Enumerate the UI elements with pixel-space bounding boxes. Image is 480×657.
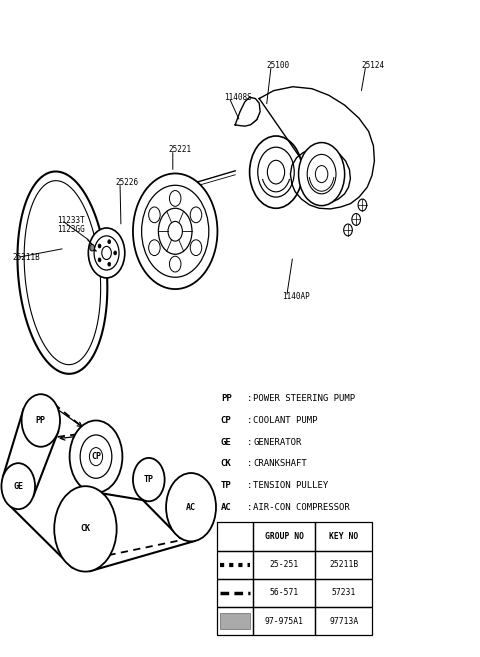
Circle shape — [90, 244, 95, 251]
Bar — [315, 607, 372, 635]
Bar — [220, 614, 250, 629]
Circle shape — [315, 166, 328, 183]
Text: GROUP NO: GROUP NO — [264, 532, 304, 541]
Circle shape — [258, 147, 294, 197]
Circle shape — [142, 185, 209, 277]
Text: 25226: 25226 — [115, 178, 138, 187]
Text: PP: PP — [221, 394, 231, 403]
Text: AC: AC — [221, 503, 231, 512]
Bar — [315, 522, 372, 551]
Text: KEY NO: KEY NO — [329, 532, 358, 541]
Text: 25124: 25124 — [361, 61, 384, 70]
Text: PP: PP — [36, 416, 46, 425]
Circle shape — [358, 199, 367, 211]
Circle shape — [133, 458, 165, 501]
Circle shape — [133, 173, 217, 289]
Bar — [253, 607, 315, 635]
Text: TP: TP — [144, 475, 154, 484]
Text: CP: CP — [221, 416, 231, 425]
Circle shape — [89, 447, 103, 466]
Text: CK: CK — [81, 524, 90, 533]
Text: :: : — [247, 481, 252, 490]
Bar — [217, 579, 253, 607]
Text: 97713A: 97713A — [329, 617, 358, 625]
Text: 25211B: 25211B — [329, 560, 358, 569]
Circle shape — [169, 191, 181, 206]
Circle shape — [149, 207, 160, 223]
Text: GE: GE — [13, 482, 23, 491]
Circle shape — [114, 251, 117, 255]
Circle shape — [102, 246, 111, 260]
Text: GENERATOR: GENERATOR — [253, 438, 302, 447]
Polygon shape — [259, 87, 374, 209]
Text: POWER STEERING PUMP: POWER STEERING PUMP — [253, 394, 356, 403]
Circle shape — [158, 208, 192, 254]
Circle shape — [352, 214, 360, 225]
Circle shape — [94, 236, 119, 270]
Circle shape — [22, 394, 60, 447]
Circle shape — [190, 240, 202, 256]
Text: 25221: 25221 — [168, 145, 191, 154]
Circle shape — [250, 136, 302, 208]
Text: 25211B: 25211B — [12, 253, 40, 262]
Circle shape — [1, 463, 35, 509]
Bar — [253, 522, 315, 551]
Text: 11233T: 11233T — [57, 215, 84, 225]
Text: :: : — [247, 503, 252, 512]
Text: 25-251: 25-251 — [270, 560, 299, 569]
Text: 1140AP: 1140AP — [282, 292, 310, 302]
Text: :: : — [247, 459, 252, 468]
Text: 11408S: 11408S — [224, 93, 252, 102]
Circle shape — [70, 420, 122, 493]
Circle shape — [190, 207, 202, 223]
Bar — [217, 607, 253, 635]
Text: TP: TP — [221, 481, 231, 490]
Circle shape — [344, 224, 352, 236]
Text: AIR-CON COMPRESSOR: AIR-CON COMPRESSOR — [253, 503, 350, 512]
Polygon shape — [240, 100, 259, 124]
Circle shape — [88, 228, 125, 278]
Bar — [315, 579, 372, 607]
Text: COOLANT PUMP: COOLANT PUMP — [253, 416, 318, 425]
Text: :: : — [247, 416, 252, 425]
Circle shape — [267, 160, 285, 184]
Circle shape — [54, 486, 117, 572]
Polygon shape — [235, 97, 260, 126]
Circle shape — [299, 143, 345, 206]
Bar — [217, 522, 253, 551]
Text: 56-571: 56-571 — [270, 589, 299, 597]
Text: AC: AC — [186, 503, 196, 512]
Circle shape — [166, 473, 216, 541]
Text: TENSION PULLEY: TENSION PULLEY — [253, 481, 329, 490]
Text: 1123GG: 1123GG — [57, 225, 84, 235]
Bar — [315, 551, 372, 579]
Text: CK: CK — [221, 459, 231, 468]
Circle shape — [98, 244, 101, 248]
Text: 97-975A1: 97-975A1 — [264, 617, 304, 625]
Circle shape — [108, 240, 111, 244]
Text: :: : — [247, 394, 252, 403]
Text: :: : — [247, 438, 252, 447]
Bar — [253, 579, 315, 607]
Circle shape — [98, 258, 101, 262]
Text: CRANKSHAFT: CRANKSHAFT — [253, 459, 307, 468]
Circle shape — [168, 221, 182, 241]
Text: CP: CP — [91, 452, 101, 461]
Text: 57231: 57231 — [332, 589, 356, 597]
Circle shape — [80, 435, 112, 478]
Text: 25100: 25100 — [266, 61, 289, 70]
Circle shape — [149, 240, 160, 256]
Circle shape — [307, 154, 336, 194]
Bar — [217, 551, 253, 579]
Circle shape — [108, 262, 111, 266]
Bar — [253, 551, 315, 579]
Circle shape — [169, 256, 181, 272]
Text: GE: GE — [221, 438, 231, 447]
